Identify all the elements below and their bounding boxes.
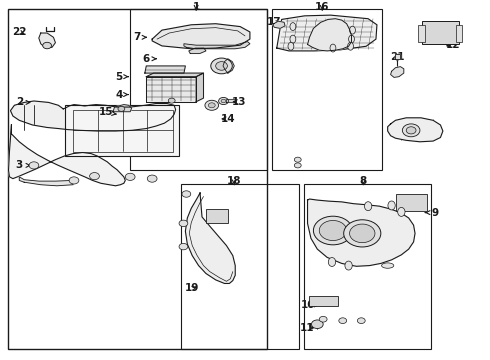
Text: 16: 16 bbox=[315, 2, 329, 12]
Polygon shape bbox=[185, 193, 235, 283]
Polygon shape bbox=[8, 125, 125, 186]
Circle shape bbox=[357, 318, 365, 324]
Circle shape bbox=[147, 175, 157, 182]
Text: 22: 22 bbox=[12, 27, 26, 37]
Circle shape bbox=[90, 172, 99, 180]
Circle shape bbox=[402, 124, 420, 137]
Text: 15: 15 bbox=[98, 107, 116, 117]
Circle shape bbox=[211, 58, 232, 74]
Polygon shape bbox=[196, 73, 203, 102]
Bar bbox=[65, 104, 179, 156]
Polygon shape bbox=[277, 15, 377, 51]
Text: 4: 4 bbox=[115, 90, 128, 100]
Polygon shape bbox=[308, 199, 415, 266]
Circle shape bbox=[118, 106, 125, 111]
Text: 3: 3 bbox=[16, 161, 30, 170]
Bar bbox=[396, 194, 427, 211]
Circle shape bbox=[319, 220, 346, 240]
Ellipse shape bbox=[290, 23, 296, 31]
Polygon shape bbox=[10, 101, 175, 131]
Text: 12: 12 bbox=[445, 40, 460, 50]
Ellipse shape bbox=[349, 26, 355, 34]
Ellipse shape bbox=[347, 42, 353, 50]
Polygon shape bbox=[391, 67, 404, 77]
Polygon shape bbox=[226, 99, 235, 103]
Ellipse shape bbox=[330, 44, 336, 52]
Ellipse shape bbox=[288, 42, 294, 50]
Ellipse shape bbox=[290, 35, 296, 43]
Circle shape bbox=[205, 100, 219, 110]
Text: 5: 5 bbox=[115, 72, 128, 82]
Polygon shape bbox=[147, 73, 203, 77]
Bar bbox=[309, 296, 338, 306]
Circle shape bbox=[179, 243, 188, 250]
Text: 20: 20 bbox=[413, 131, 427, 141]
Ellipse shape bbox=[328, 257, 336, 266]
Text: 9: 9 bbox=[425, 208, 438, 218]
Circle shape bbox=[406, 127, 416, 134]
Circle shape bbox=[294, 163, 301, 168]
Bar bbox=[130, 9, 267, 170]
Polygon shape bbox=[184, 42, 250, 49]
Text: 19: 19 bbox=[185, 283, 199, 293]
Polygon shape bbox=[395, 54, 400, 59]
Text: 11: 11 bbox=[300, 323, 315, 333]
Circle shape bbox=[294, 157, 301, 162]
Text: 8: 8 bbox=[360, 176, 367, 186]
Polygon shape bbox=[273, 21, 285, 28]
Polygon shape bbox=[145, 66, 185, 73]
Text: 2: 2 bbox=[16, 98, 30, 107]
Text: 13: 13 bbox=[232, 97, 246, 107]
Circle shape bbox=[221, 99, 226, 103]
Ellipse shape bbox=[365, 202, 372, 211]
Polygon shape bbox=[388, 118, 443, 142]
Polygon shape bbox=[113, 104, 132, 112]
Ellipse shape bbox=[388, 201, 395, 210]
Circle shape bbox=[319, 316, 327, 322]
Circle shape bbox=[168, 98, 175, 103]
Ellipse shape bbox=[345, 261, 352, 270]
Circle shape bbox=[179, 220, 188, 226]
Ellipse shape bbox=[348, 35, 354, 43]
Ellipse shape bbox=[382, 263, 394, 268]
Polygon shape bbox=[39, 33, 55, 48]
Polygon shape bbox=[152, 24, 250, 49]
Bar bbox=[456, 25, 463, 42]
Bar bbox=[422, 21, 459, 45]
Circle shape bbox=[312, 320, 323, 329]
Circle shape bbox=[43, 42, 51, 49]
Circle shape bbox=[314, 216, 352, 245]
Polygon shape bbox=[189, 48, 206, 53]
Bar bbox=[73, 109, 172, 152]
Circle shape bbox=[182, 191, 191, 197]
Bar bbox=[8, 9, 267, 348]
Bar bbox=[272, 9, 382, 170]
Text: 10: 10 bbox=[301, 300, 319, 310]
Bar bbox=[206, 209, 228, 223]
Circle shape bbox=[29, 162, 39, 169]
Circle shape bbox=[69, 177, 79, 184]
Bar bbox=[418, 25, 425, 42]
Text: 1: 1 bbox=[193, 2, 200, 12]
Text: 7: 7 bbox=[133, 32, 146, 42]
Text: 6: 6 bbox=[143, 54, 156, 64]
Circle shape bbox=[343, 220, 381, 247]
Text: 18: 18 bbox=[227, 176, 242, 186]
Circle shape bbox=[219, 98, 228, 104]
Polygon shape bbox=[308, 19, 351, 51]
Polygon shape bbox=[19, 177, 73, 186]
Circle shape bbox=[216, 62, 227, 70]
Text: 21: 21 bbox=[390, 52, 405, 62]
Circle shape bbox=[208, 103, 215, 108]
Ellipse shape bbox=[398, 207, 405, 216]
Bar bbox=[304, 184, 431, 348]
Text: 14: 14 bbox=[220, 114, 235, 124]
Polygon shape bbox=[223, 59, 234, 73]
Bar bbox=[181, 184, 299, 348]
Circle shape bbox=[125, 173, 135, 180]
Circle shape bbox=[349, 224, 375, 243]
Circle shape bbox=[339, 318, 346, 324]
Text: 17: 17 bbox=[267, 17, 282, 27]
Polygon shape bbox=[147, 77, 196, 102]
